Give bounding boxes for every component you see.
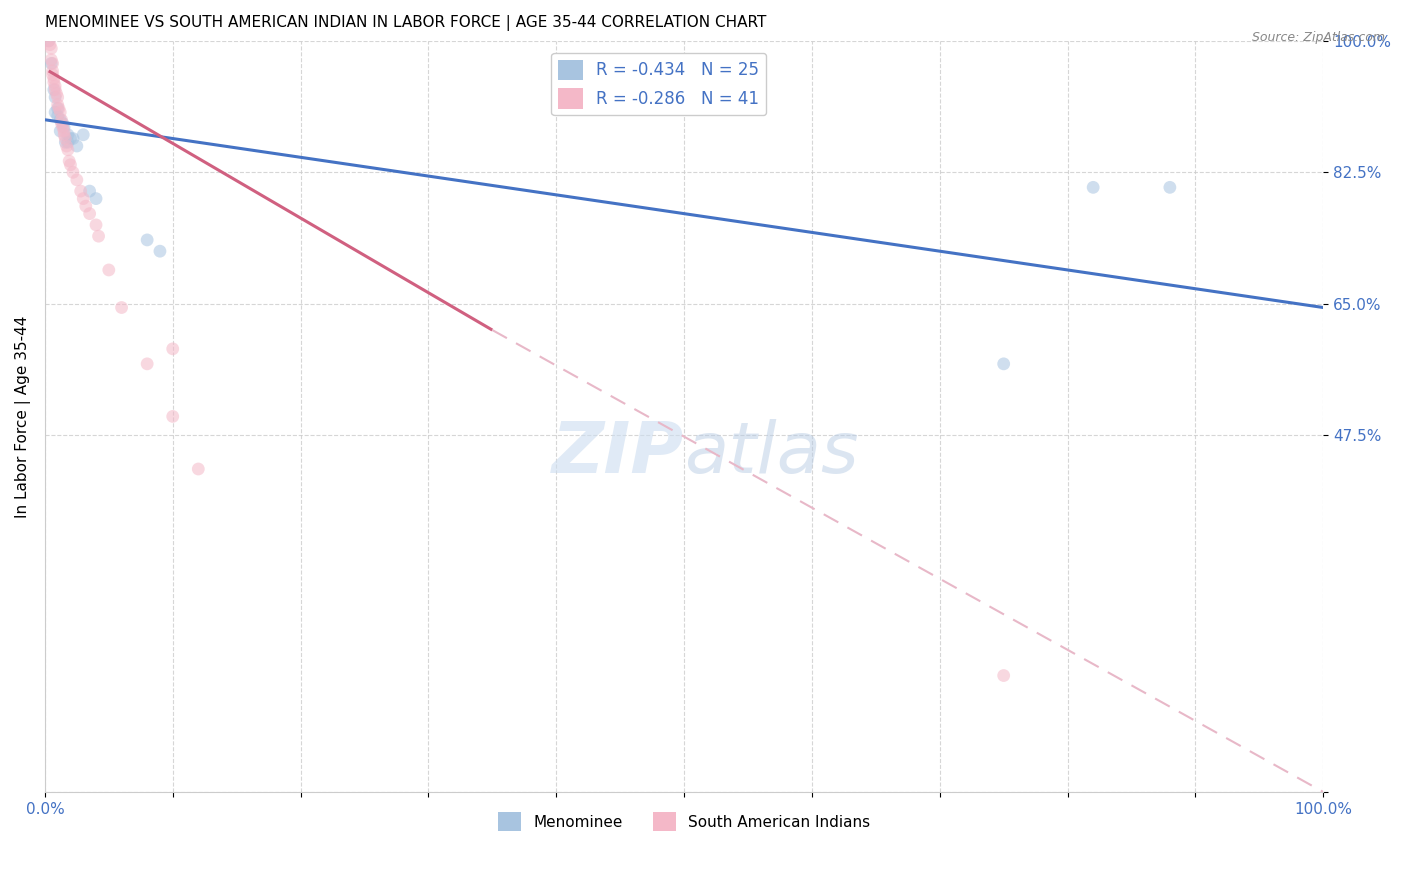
Point xyxy=(49,112,72,127)
Text: MENOMINEE VS SOUTH AMERICAN INDIAN IN LABOR FORCE | AGE 35-44 CORRELATION CHART: MENOMINEE VS SOUTH AMERICAN INDIAN IN LA… xyxy=(45,15,766,31)
Point xyxy=(44,90,66,104)
Point xyxy=(51,112,73,127)
Point xyxy=(84,192,107,206)
Point xyxy=(39,53,62,67)
Point xyxy=(42,75,65,89)
Point xyxy=(162,409,184,424)
Legend: Menominee, South American Indians: Menominee, South American Indians xyxy=(492,806,876,837)
Point xyxy=(162,342,184,356)
Point xyxy=(46,102,69,116)
Point xyxy=(53,136,76,150)
Point xyxy=(42,71,65,86)
Point xyxy=(66,173,89,187)
Point xyxy=(84,218,107,232)
Point xyxy=(46,109,69,123)
Point xyxy=(46,90,69,104)
Point xyxy=(59,131,82,145)
Point xyxy=(56,143,79,157)
Point xyxy=(62,131,84,145)
Point xyxy=(53,128,76,142)
Point xyxy=(75,199,97,213)
Point xyxy=(59,158,82,172)
Point xyxy=(87,229,110,244)
Point xyxy=(52,116,75,130)
Point xyxy=(41,56,63,70)
Point xyxy=(56,128,79,142)
Point xyxy=(41,64,63,78)
Point xyxy=(1083,180,1105,194)
Point xyxy=(110,301,132,315)
Point xyxy=(72,192,94,206)
Point xyxy=(66,139,89,153)
Point xyxy=(41,68,63,82)
Point xyxy=(187,462,209,476)
Point xyxy=(79,207,101,221)
Point xyxy=(56,136,79,150)
Point xyxy=(49,124,72,138)
Point xyxy=(39,37,62,52)
Point xyxy=(1159,180,1181,194)
Point xyxy=(51,116,73,130)
Text: atlas: atlas xyxy=(685,419,859,489)
Point xyxy=(39,56,62,70)
Point xyxy=(55,139,77,153)
Text: Source: ZipAtlas.com: Source: ZipAtlas.com xyxy=(1251,31,1385,45)
Point xyxy=(45,87,67,101)
Point xyxy=(136,357,159,371)
Point xyxy=(69,184,91,198)
Point xyxy=(993,668,1015,682)
Point xyxy=(53,124,76,138)
Point xyxy=(149,244,172,259)
Point xyxy=(49,105,72,120)
Point xyxy=(136,233,159,247)
Point xyxy=(53,120,76,135)
Point xyxy=(79,184,101,198)
Point xyxy=(48,102,70,116)
Point xyxy=(42,83,65,97)
Point xyxy=(52,120,75,135)
Point xyxy=(53,131,76,145)
Point xyxy=(38,34,60,48)
Point xyxy=(38,34,60,48)
Point xyxy=(993,357,1015,371)
Point xyxy=(58,154,80,169)
Point xyxy=(72,128,94,142)
Point xyxy=(46,97,69,112)
Text: ZIP: ZIP xyxy=(551,419,685,489)
Y-axis label: In Labor Force | Age 35-44: In Labor Force | Age 35-44 xyxy=(15,315,31,517)
Point xyxy=(44,83,66,97)
Point xyxy=(44,78,66,93)
Point xyxy=(97,263,120,277)
Point xyxy=(39,41,62,55)
Point xyxy=(44,105,66,120)
Point xyxy=(62,165,84,179)
